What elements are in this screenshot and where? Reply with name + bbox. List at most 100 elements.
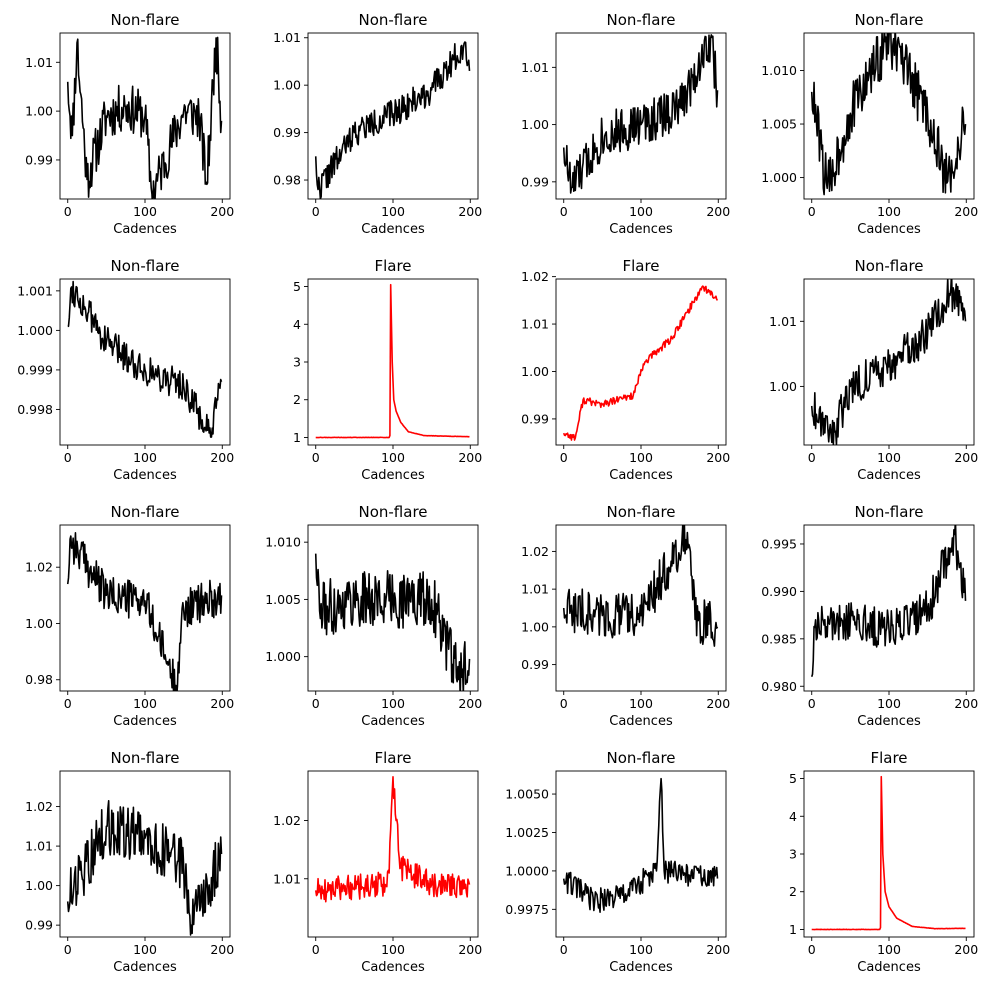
- subplot-title: Non-flare: [358, 11, 427, 29]
- y-tick-label: 1.005: [761, 117, 797, 132]
- series-line: [562, 525, 719, 647]
- x-tick-label: 0: [64, 450, 72, 465]
- x-tick-label: 200: [706, 942, 730, 957]
- x-tick-label: 100: [877, 450, 901, 465]
- subplot-8: 0 100 200 0.98 1.00 1.02 Non-flare Cadences: [25, 503, 234, 729]
- y-tick-label: 1: [789, 922, 797, 937]
- y-tick-label: 0.99: [25, 918, 53, 933]
- x-axis-label: Cadences: [361, 468, 425, 483]
- subplot-7: 0 100 200 1.00 1.01 Non-flare Cadences: [769, 257, 978, 483]
- series-line: [67, 280, 223, 438]
- x-tick-label: 200: [458, 696, 482, 711]
- x-tick-label: 100: [381, 696, 405, 711]
- y-tick-label: 2: [789, 884, 797, 899]
- y-tick-label: 0.990: [761, 584, 797, 599]
- y-tick-label: 1.00: [521, 619, 549, 634]
- x-tick-label: 0: [808, 450, 816, 465]
- series-line: [66, 532, 223, 691]
- subplot-title: Non-flare: [110, 257, 179, 275]
- y-tick-label: 2: [293, 392, 301, 407]
- y-tick-label: 1.01: [273, 871, 301, 886]
- x-axis-label: Cadences: [113, 960, 177, 975]
- subplot-title: Non-flare: [110, 11, 179, 29]
- subplot-14: 0 100 200 0.9975 1.0000 1.0025 1.0050 Non-flare…: [505, 749, 730, 975]
- x-tick-label: 200: [706, 696, 730, 711]
- y-tick-label: 1.010: [265, 535, 301, 550]
- x-tick-label: 0: [64, 696, 72, 711]
- y-tick-label: 0.99: [521, 174, 549, 189]
- y-tick-label: 1.00: [769, 379, 797, 394]
- subplot-title: Non-flare: [854, 11, 923, 29]
- y-tick-label: 4: [789, 809, 797, 824]
- y-tick-label: 0.995: [761, 536, 797, 551]
- x-axis-label: Cadences: [609, 714, 673, 729]
- y-tick-label: 0.980: [761, 679, 797, 694]
- x-tick-label: 100: [381, 204, 405, 219]
- x-tick-label: 0: [560, 450, 568, 465]
- x-tick-label: 100: [133, 942, 157, 957]
- x-tick-label: 200: [210, 450, 234, 465]
- y-tick-label: 0.999: [17, 362, 53, 377]
- x-tick-label: 200: [954, 942, 978, 957]
- subplot-title: Non-flare: [606, 503, 675, 521]
- subplot-title: Non-flare: [854, 257, 923, 275]
- x-tick-label: 0: [808, 942, 816, 957]
- subplot-title: Non-flare: [606, 749, 675, 767]
- x-axis-label: Cadences: [609, 222, 673, 237]
- x-tick-label: 200: [210, 942, 234, 957]
- subplot-title: Flare: [622, 257, 659, 275]
- x-tick-label: 200: [210, 696, 234, 711]
- y-tick-label: 0.99: [273, 125, 301, 140]
- y-tick-label: 1.00: [273, 78, 301, 93]
- plot-frame: [59, 278, 231, 446]
- x-tick-label: 200: [706, 450, 730, 465]
- x-axis-label: Cadences: [361, 960, 425, 975]
- y-tick-label: 0.98: [273, 173, 301, 188]
- series-line: [810, 525, 967, 678]
- series-line: [810, 279, 967, 445]
- subplot-title: Non-flare: [358, 503, 427, 521]
- subplot-13: 0 100 200 1.01 1.02 Flare Cadences: [273, 749, 482, 975]
- y-tick-label: 1.000: [17, 323, 53, 338]
- x-tick-label: 100: [133, 204, 157, 219]
- series-line: [314, 41, 471, 199]
- x-axis-label: Cadences: [857, 222, 921, 237]
- y-tick-label: 4: [293, 317, 301, 332]
- x-tick-label: 100: [133, 450, 157, 465]
- y-tick-label: 1.0050: [505, 787, 549, 802]
- x-tick-label: 100: [629, 942, 653, 957]
- x-tick-label: 0: [312, 942, 320, 957]
- y-tick-label: 3: [293, 355, 301, 370]
- subplot-9: 0 100 200 1.000 1.005 1.010 Non-flare Cadences: [265, 503, 482, 729]
- y-tick-label: 1.0000: [505, 863, 549, 878]
- x-tick-label: 200: [954, 450, 978, 465]
- series-line: [315, 283, 470, 439]
- plot-frame: [555, 278, 727, 446]
- y-tick-label: 0.99: [25, 152, 53, 167]
- subplot-0: 0 100 200 0.99 1.00 1.01 Non-flare Cadences: [25, 11, 234, 237]
- subplot-title: Flare: [374, 749, 411, 767]
- series-line: [562, 34, 719, 194]
- series-line: [562, 285, 719, 441]
- x-tick-label: 200: [458, 450, 482, 465]
- x-tick-label: 0: [312, 204, 320, 219]
- subplot-11: 0 100 200 0.980 0.985 0.990 0.995 Non-flare Cade…: [761, 503, 978, 729]
- y-tick-label: 1.01: [521, 317, 549, 332]
- y-tick-label: 1.000: [761, 170, 797, 185]
- x-tick-label: 0: [808, 204, 816, 219]
- y-tick-label: 5: [293, 279, 301, 294]
- y-tick-label: 0.99: [521, 657, 549, 672]
- x-tick-label: 200: [210, 204, 234, 219]
- subplot-10: 0 100 200 0.99 1.00 1.01 1.02 Non-flare Cadences: [521, 503, 730, 729]
- y-tick-label: 0.9975: [505, 902, 549, 917]
- y-tick-label: 1.00: [521, 117, 549, 132]
- subplot-title: Non-flare: [110, 749, 179, 767]
- y-tick-label: 1.005: [265, 592, 301, 607]
- subplot-title: Non-flare: [606, 11, 675, 29]
- y-tick-label: 1.02: [25, 560, 53, 575]
- subplot-15: 0 100 200 1 2 3 4 5 Flare Cadences: [789, 749, 978, 975]
- series-line: [314, 776, 471, 903]
- x-axis-label: Cadences: [857, 714, 921, 729]
- series-line: [811, 775, 966, 931]
- x-tick-label: 100: [877, 942, 901, 957]
